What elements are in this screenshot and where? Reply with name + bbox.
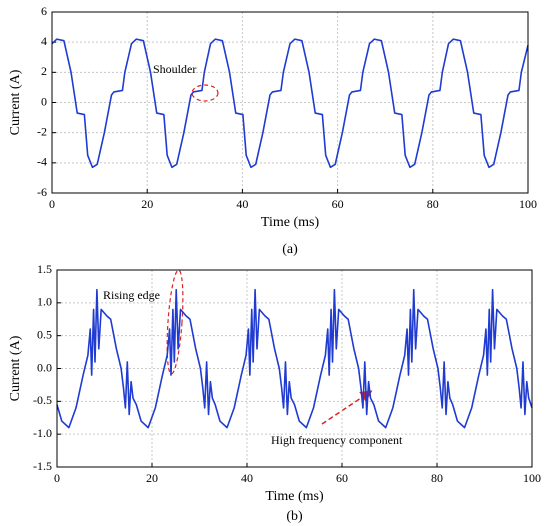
x-tick-label: 0 <box>54 471 60 485</box>
y-tick-label: 0.5 <box>37 327 52 341</box>
y-tick-label: -2 <box>37 124 47 138</box>
y-tick-label: 0.0 <box>37 360 52 374</box>
x-tick-label: 40 <box>241 471 253 485</box>
y-tick-label: 0 <box>41 94 47 108</box>
data-line <box>56 288 533 429</box>
x-tick-label: 80 <box>427 197 439 211</box>
y-tick-label: -4 <box>37 155 47 169</box>
y-tick-label: 1.5 <box>37 262 52 276</box>
y-tick-label: 2 <box>41 64 47 78</box>
y-tick-label: -6 <box>37 185 47 199</box>
y-axis-label: Current (A) <box>8 335 23 401</box>
x-tick-label: 40 <box>236 197 248 211</box>
x-tick-label: 60 <box>332 197 344 211</box>
y-tick-label: 1.0 <box>37 295 52 309</box>
y-tick-label: -1.0 <box>33 426 52 440</box>
x-axis-label: Time (ms) <box>265 489 324 504</box>
plot-frame <box>56 269 533 468</box>
x-tick-label: 100 <box>523 471 541 485</box>
x-tick-label: 20 <box>146 471 158 485</box>
x-tick-label: 20 <box>141 197 153 211</box>
x-tick-label: 60 <box>336 471 348 485</box>
data-line <box>51 38 529 169</box>
x-tick-label: 100 <box>519 197 537 211</box>
x-tick-label: 0 <box>49 197 55 211</box>
y-tick-label: 6 <box>41 4 47 18</box>
highlight-ellipse <box>191 84 219 102</box>
y-axis-label: Current (A) <box>8 69 23 135</box>
caption: (b) <box>286 509 303 524</box>
plot-frame <box>51 11 529 194</box>
x-axis-label: Time (ms) <box>261 215 320 230</box>
y-tick-label: -1.5 <box>33 459 52 473</box>
annotation: High frequency component <box>271 433 403 447</box>
y-tick-label: 4 <box>41 34 47 48</box>
x-tick-label: 80 <box>431 471 443 485</box>
annotation: Shoulder <box>153 62 196 76</box>
caption: (a) <box>282 242 298 257</box>
annotation: Rising edge <box>103 288 160 302</box>
highlight-ellipse <box>166 269 184 375</box>
y-tick-label: -0.5 <box>33 393 52 407</box>
